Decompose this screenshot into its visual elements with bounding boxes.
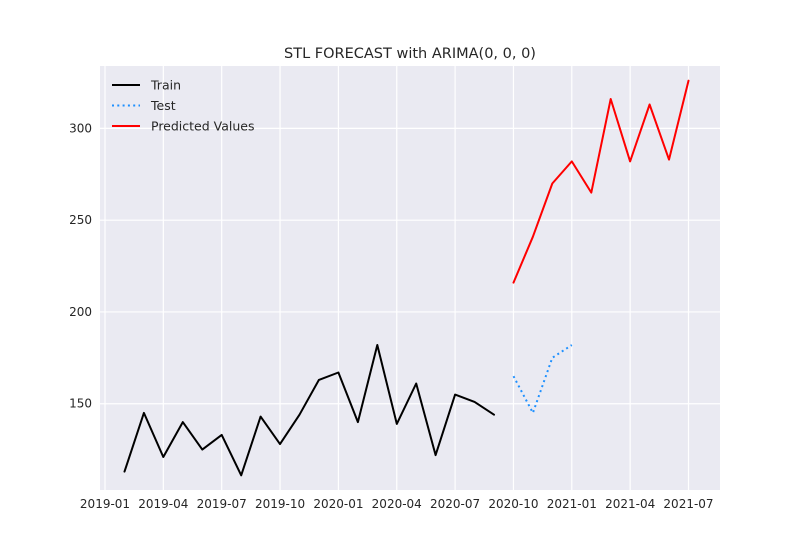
plot-background [100,66,720,490]
series-line-predicted-values [512,79,690,284]
series-layer [123,79,690,477]
y-tick-label: 150 [69,397,92,411]
y-tick-label: 300 [69,121,92,135]
legend: Train Test Predicted Values [112,78,255,134]
x-tick-label: 2019-10 [255,497,305,511]
legend-label: Train [150,78,181,93]
y-tick-label: 250 [69,213,92,227]
chart-title: STL FORECAST with ARIMA(0, 0, 0) [284,46,536,62]
x-tick-label: 2020-01 [313,497,363,511]
x-tick-label: 2021-07 [663,497,713,511]
grid [100,66,720,490]
x-tick-label: 2021-04 [605,497,655,511]
x-tick-label: 2020-10 [488,497,538,511]
x-tick-label: 2019-01 [80,497,130,511]
x-tick-label: 2019-04 [138,497,188,511]
legend-label: Predicted Values [151,119,255,134]
tick-labels: 2019-01 2019-04 2019-07 2019-10 2020-01 2020-… [69,121,713,511]
series-line-test [512,344,573,414]
y-tick-label: 200 [69,305,92,319]
legend-label: Test [150,98,176,113]
x-tick-label: 2019-07 [197,497,247,511]
series-line-train [123,344,495,477]
x-tick-label: 2021-01 [547,497,597,511]
x-tick-label: 2020-04 [372,497,422,511]
x-tick-label: 2020-07 [430,497,480,511]
